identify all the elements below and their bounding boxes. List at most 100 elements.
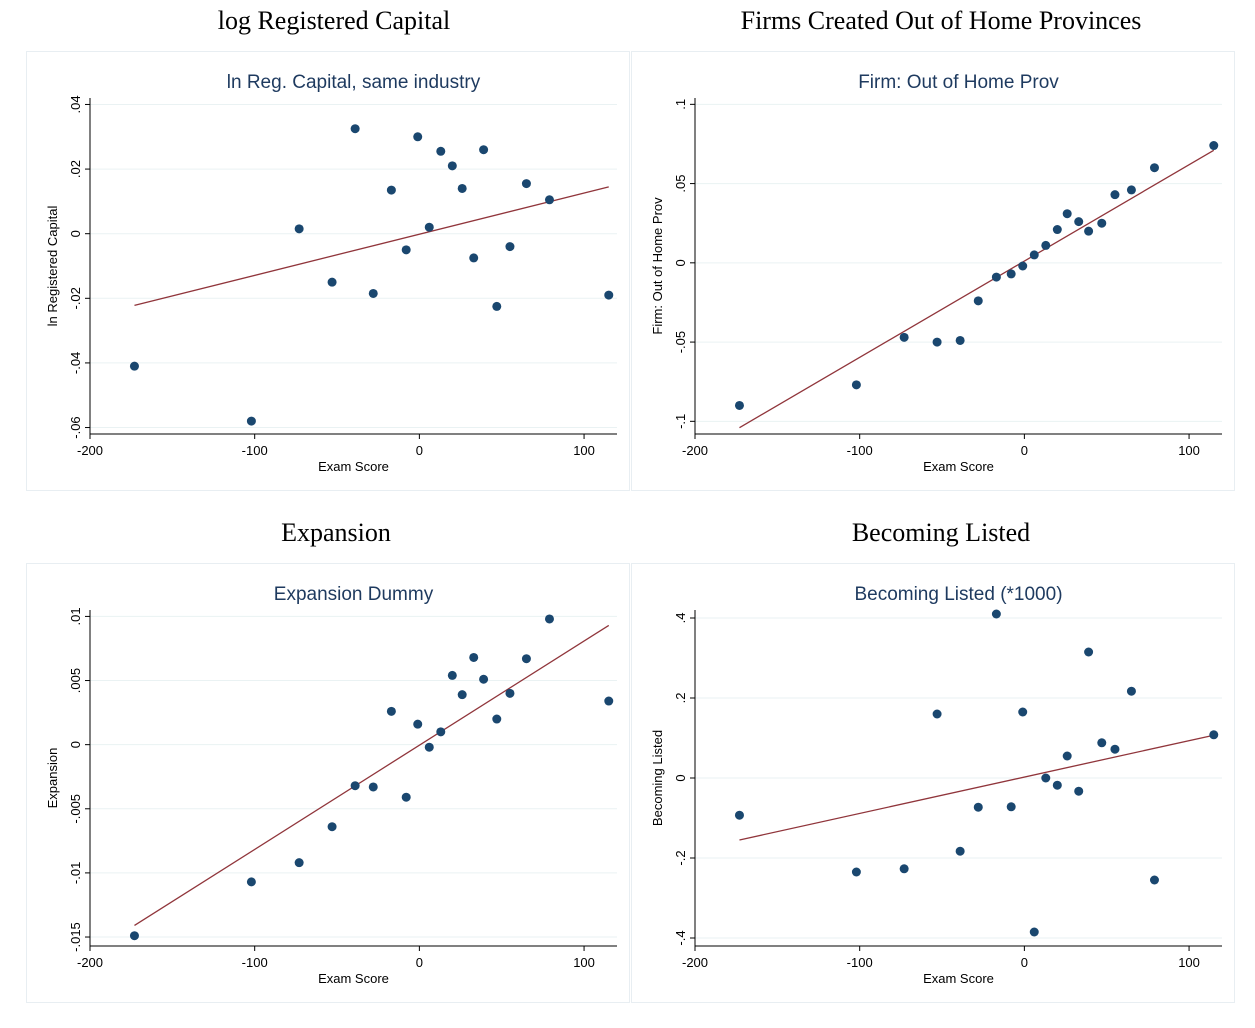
scatter-chart: -.015 -.01 -.005 0 .005 .01 -200 -100 0 100 Expans… [45,584,617,986]
x-tick-label: -200 [682,955,708,970]
fit-line [739,734,1214,841]
data-point [1018,261,1028,271]
x-tick-label: -200 [682,443,708,458]
y-tick-label: .2 [673,693,688,704]
data-point [424,742,434,752]
data-point [544,195,554,205]
data-point [368,288,378,298]
data-point [1062,751,1072,761]
x-tick-label: -200 [77,955,103,970]
panel-title: Becoming Listed [851,518,1031,547]
data-point [413,132,423,142]
data-point [1006,802,1016,812]
x-axis-label: Exam Score [318,971,389,986]
x-tick-label: -100 [242,955,268,970]
data-point [955,846,965,856]
data-point [457,183,467,193]
data-point [457,690,467,700]
x-tick-label: -100 [242,443,268,458]
y-axis-label: ln Registered Capital [45,206,60,327]
y-tick-label: -.005 [68,794,83,824]
data-point [991,609,1001,619]
fit-line [134,624,610,927]
data-point [1041,773,1051,783]
fit-line [739,149,1215,429]
data-point [734,810,744,820]
data-point [386,706,396,716]
chart-panel-expansion: -.015 -.01 -.005 0 .005 .01 -200 -100 0 100 Expans… [26,563,630,1003]
data-point [1074,786,1084,796]
data-point [413,719,423,729]
data-point [1110,744,1120,754]
y-tick-label: .005 [68,668,83,693]
x-tick-label: -200 [77,443,103,458]
data-point [1149,163,1159,173]
data-point [401,245,411,255]
data-point [350,124,360,134]
x-tick-label: -100 [847,955,873,970]
data-point [932,709,942,719]
x-tick-label: 100 [1178,443,1200,458]
data-point [851,867,861,877]
x-tick-label: 0 [1021,955,1028,970]
data-point [544,614,554,624]
data-point [492,301,502,311]
y-tick-label: -.1 [673,414,688,429]
data-point [1029,927,1039,937]
data-point [386,185,396,195]
data-point [368,782,378,792]
x-tick-label: 0 [416,443,423,458]
data-point [129,361,139,371]
x-axis-label: Exam Score [923,459,994,474]
x-axis-label: Exam Score [923,971,994,986]
y-tick-label: -.06 [68,416,83,438]
y-tick-label: 0 [673,774,688,781]
y-axis-label: Expansion [45,748,60,809]
chart-title: Firm: Out of Home Prov [858,72,1059,93]
data-point [327,822,337,832]
data-point [1149,875,1159,885]
y-tick-label: -.05 [673,331,688,353]
y-tick-label: -.2 [673,850,688,865]
x-tick-label: 100 [573,955,595,970]
panel-title: Expansion [281,518,391,547]
y-axis-label: Becoming Listed [650,730,665,826]
data-point [505,242,515,252]
x-tick-label: 0 [416,955,423,970]
data-point [899,332,909,342]
panel-title: log Registered Capital [217,6,451,35]
data-point [1209,141,1219,151]
data-point [1074,217,1084,227]
chart-title: Becoming Listed (*1000) [854,584,1062,605]
data-point [521,654,531,664]
scatter-chart: -.06 -.04 -.02 0 .02 .04 -200 -100 0 100 ln Reg. C… [45,72,617,474]
panel-title: Firms Created Out of Home Provinces [740,6,1142,35]
data-point [479,674,489,684]
data-point [1097,738,1107,748]
y-tick-label: -.015 [68,922,83,952]
x-tick-label: 0 [1021,443,1028,458]
y-tick-label: .01 [68,607,83,625]
data-point [1110,190,1120,200]
data-point [1041,240,1051,250]
y-tick-label: -.4 [673,930,688,945]
data-point [1029,250,1039,260]
data-point [447,161,457,171]
scatter-chart: -.1 -.05 0 .05 .1 -200 -100 0 100 Firm: Out of Ho… [650,72,1222,474]
x-axis-label: Exam Score [318,459,389,474]
fit-line [134,186,609,307]
y-tick-label: -.04 [68,352,83,374]
data-point [899,864,909,874]
y-tick-label: 0 [68,741,83,748]
data-point [1126,185,1136,195]
y-tick-label: .05 [673,175,688,193]
data-point [851,380,861,390]
data-point [294,224,304,234]
data-point [350,781,360,791]
y-axis-label: Firm: Out of Home Prov [650,197,665,335]
y-tick-label: 0 [673,259,688,266]
chart-panel-reg-capital: -.06 -.04 -.02 0 .02 .04 -200 -100 0 100 ln Reg. C… [26,51,630,491]
data-point [479,145,489,155]
data-point [436,146,446,156]
data-point [1084,647,1094,657]
